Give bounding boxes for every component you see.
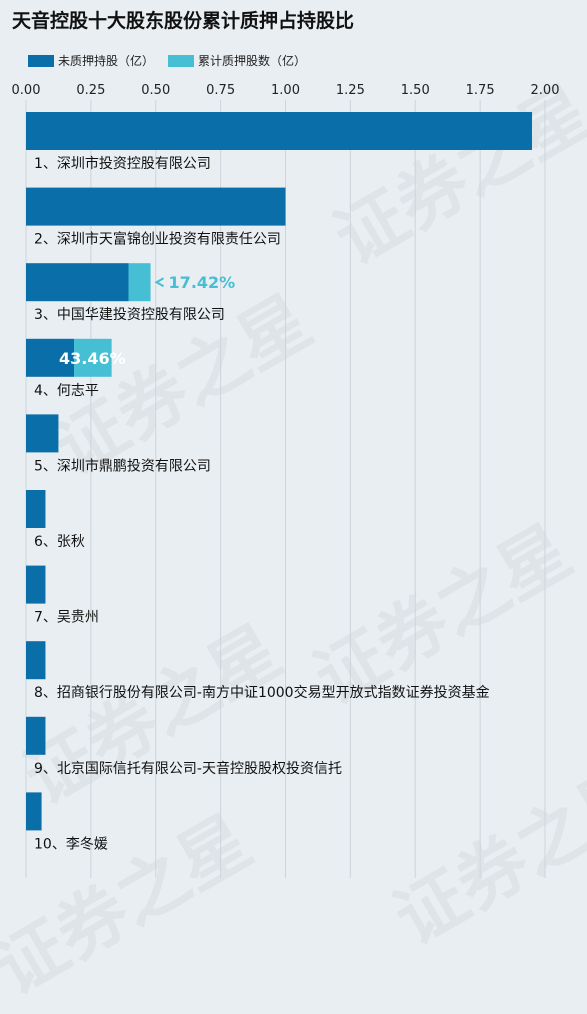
x-tick-label: 1.25 [336,83,365,98]
x-tick-label: 2.00 [531,83,560,98]
category-label: 5、深圳市鼎鹏投资有限公司 [34,457,211,474]
legend-swatch-unpledged [28,54,54,67]
bar-unpledged [26,490,46,528]
x-tick-label: 0.75 [206,83,235,98]
bar-unpledged [26,716,46,755]
category-label: 2、深圳市天富锦创业投资有限责任公司 [34,231,281,248]
bar-unpledged [26,338,75,377]
category-label: 7、吴贵州 [34,610,99,626]
category-label: 8、招商银行股份有限公司-南方中证1000交易型开放式指数证券投资基金 [34,684,490,701]
bar-unpledged [26,187,286,226]
x-tick-label: 0.25 [76,83,105,98]
bar-chart: 0.00 0.25 0.50 0.75 1.00 1.25 1.50 1.75 2.00 1、深圳… [12,83,560,878]
annotation-label: 43.46% [59,349,126,368]
legend-label-pledged: 累计质押股数（亿） [198,54,307,68]
category-label: 4、何志平 [34,383,99,399]
bar-pledged [74,338,112,377]
category-label: 3、中国华建投资控股有限公司 [34,307,225,323]
category-label: 10、李冬媛 [34,836,108,852]
x-tick-label: 1.00 [271,83,300,98]
legend: 未质押持股（亿） 累计质押股数（亿） [28,52,320,69]
bar-unpledged [26,414,59,453]
legend-item-pledged[interactable]: 累计质押股数（亿） [168,52,306,69]
x-tick-label: 0.00 [12,83,41,98]
x-tick-label: 0.50 [141,83,170,98]
bar-unpledged [26,565,46,604]
bar-unpledged [26,641,46,680]
bar-unpledged [26,792,42,831]
bar-pledged [128,263,151,302]
annotation-arrow [154,277,165,288]
bar-unpledged [26,263,129,302]
category-label: 9、北京国际信托有限公司-天音控股股权投资信托 [34,760,342,777]
x-tick-label: 1.75 [466,83,495,98]
legend-item-unpledged[interactable]: 未质押持股（亿） [28,52,154,69]
category-label: 1、深圳市投资控股有限公司 [34,155,211,172]
legend-label-unpledged: 未质押持股（亿） [58,54,155,68]
legend-swatch-pledged [168,54,195,67]
annotation-label: 17.42% [169,273,236,292]
chart-title: 天音控股十大股东股份累计质押占持股比 [12,10,355,32]
bar-unpledged [26,112,533,150]
category-label: 6、张秋 [34,534,85,550]
x-tick-label: 1.50 [401,83,430,98]
